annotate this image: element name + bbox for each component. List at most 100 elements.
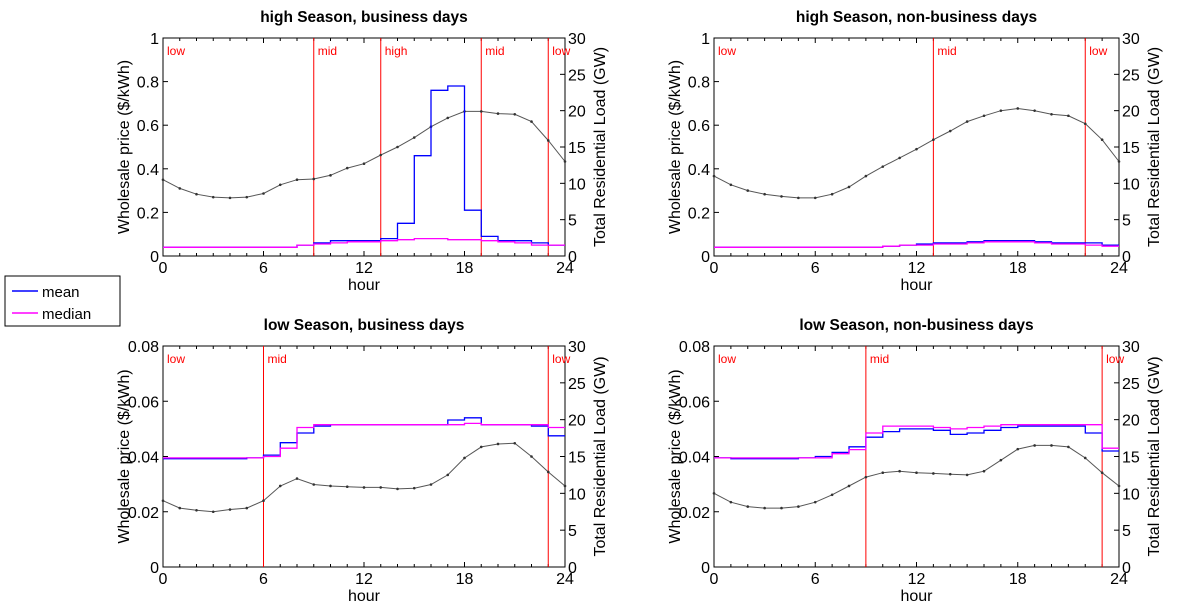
- y-tick-label: 0.4: [137, 162, 159, 179]
- load-point: [729, 500, 733, 504]
- y2-tick-label: 0: [1122, 249, 1131, 266]
- load-point: [780, 195, 783, 198]
- subplot-title: high Season, business days: [260, 9, 468, 26]
- load-point: [429, 483, 433, 486]
- load-point: [228, 196, 232, 200]
- load-point: [864, 475, 868, 479]
- y-tick-label: 0.04: [128, 450, 159, 467]
- load-point: [496, 442, 500, 446]
- x-tick-label: 6: [259, 260, 268, 277]
- y2-tick-label: 20: [568, 104, 586, 121]
- load-point: [329, 174, 332, 177]
- median-step-line: [163, 422, 565, 459]
- period-label: high: [385, 44, 408, 58]
- y2-axis-label: Total Residential Load (GW): [592, 47, 609, 247]
- load-point: [412, 136, 416, 139]
- y2-tick-label: 5: [1122, 213, 1131, 230]
- load-point: [864, 174, 868, 178]
- subplot-4: low Season, non-business days 0 6 12 18 24 hou…: [667, 317, 1163, 605]
- subplot-2: high Season, non-business days 0 6 12 18 24 ho…: [667, 9, 1163, 294]
- load-point: [1033, 444, 1036, 447]
- period-label: low: [167, 44, 185, 58]
- y2-tick-label: 10: [1122, 176, 1140, 193]
- x-axis-label: hour: [900, 277, 933, 294]
- y-tick-label: 1: [701, 31, 710, 48]
- load-point: [847, 185, 851, 189]
- mean-step-line: [163, 85, 565, 248]
- load-point: [999, 458, 1003, 462]
- load-point: [780, 506, 783, 510]
- load-point: [412, 486, 416, 490]
- load-point: [830, 192, 834, 196]
- x-tick-label: 24: [1110, 260, 1128, 277]
- y-tick-label: 0: [701, 560, 710, 577]
- y-tick-label: 0.2: [688, 205, 710, 222]
- x-tick-label: 6: [811, 571, 820, 588]
- x-tick-label: 18: [1009, 260, 1027, 277]
- load-point: [463, 456, 466, 460]
- period-label: low: [1089, 44, 1107, 58]
- x-tick-label: 24: [556, 571, 574, 588]
- plot-frame: [713, 37, 1120, 257]
- load-point: [982, 469, 986, 473]
- y2-tick-label: 5: [568, 523, 577, 540]
- x-tick-label: 0: [159, 260, 168, 277]
- load-point: [546, 470, 550, 474]
- load-point: [847, 484, 851, 488]
- y2-tick-label: 25: [1122, 67, 1140, 84]
- load-point: [295, 477, 299, 480]
- y-axis-label: Wholesale price ($/kWh): [667, 60, 684, 234]
- median-step-line: [714, 424, 1119, 459]
- load-point: [345, 485, 349, 489]
- y-axis-label: Wholesale price ($/kWh): [116, 60, 133, 234]
- load-point: [813, 196, 817, 200]
- y2-axis-label: Total Residential Load (GW): [1146, 356, 1163, 556]
- load-point: [278, 183, 282, 187]
- y-tick-label: 0.2: [137, 205, 159, 222]
- y-tick-label: 0.02: [679, 505, 710, 522]
- x-tick-label: 12: [908, 260, 926, 277]
- load-point: [479, 445, 483, 449]
- load-point: [1016, 447, 1020, 451]
- load-point: [1083, 122, 1087, 126]
- load-point: [763, 192, 766, 196]
- load-point: [932, 472, 935, 475]
- y2-tick-label: 5: [1122, 523, 1131, 540]
- load-point: [1117, 484, 1121, 488]
- y2-tick-label: 15: [568, 450, 586, 467]
- x-tick-label: 0: [710, 571, 719, 588]
- load-point: [161, 178, 165, 181]
- load-point: [195, 192, 198, 196]
- y-tick-label: 0.02: [128, 505, 159, 522]
- y2-tick-label: 30: [1122, 31, 1140, 48]
- period-label: low: [552, 352, 570, 366]
- load-point: [1050, 113, 1053, 116]
- y2-tick-label: 20: [1122, 104, 1140, 121]
- x-axis-label: hour: [348, 277, 381, 294]
- load-point: [245, 506, 249, 510]
- load-point: [329, 484, 332, 488]
- legend-mean-label: mean: [42, 284, 80, 301]
- period-label: mid: [937, 44, 956, 58]
- period-label: mid: [318, 44, 337, 58]
- load-point: [178, 506, 182, 510]
- y-tick-label: 1: [150, 31, 159, 48]
- load-point: [1016, 107, 1020, 110]
- x-tick-label: 12: [355, 571, 373, 588]
- load-point: [446, 473, 450, 477]
- period-label: mid: [870, 352, 889, 366]
- mean-step-line: [714, 425, 1119, 460]
- y-tick-label: 0: [701, 249, 710, 266]
- load-curve: [162, 110, 566, 199]
- y-axis-label: Wholesale price ($/kWh): [116, 369, 133, 543]
- y2-tick-label: 10: [1122, 486, 1140, 503]
- y2-tick-label: 10: [568, 176, 586, 193]
- y-tick-label: 0.8: [137, 75, 159, 92]
- load-point: [982, 114, 986, 118]
- subplot-title: low Season, non-business days: [799, 317, 1033, 334]
- load-point: [1033, 109, 1036, 112]
- y-tick-label: 0.04: [679, 450, 710, 467]
- period-label: low: [718, 352, 736, 366]
- period-label: mid: [485, 44, 504, 58]
